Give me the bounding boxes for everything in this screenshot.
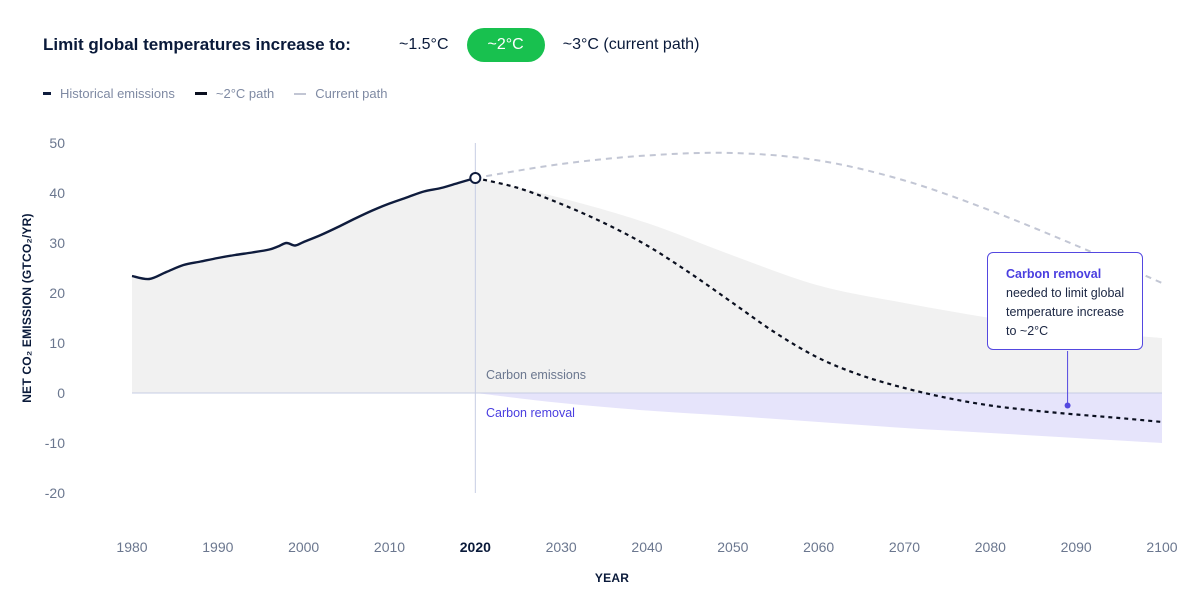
x-axis-ticks: 1980 1990 2000 2010 2020 2030 2040 2050 2060 2070… [116, 539, 1177, 555]
historical-emissions-line [131, 176, 476, 281]
x-tick-label: 2100 [1146, 539, 1177, 555]
x-tick-label: 2010 [374, 539, 405, 555]
callout-title: Carbon removal [1006, 267, 1102, 281]
y-tick-label: 0 [57, 385, 65, 401]
two-degree-path-line [475, 176, 1163, 424]
callout-anchor-dot [1064, 402, 1071, 409]
y-tick-label: 10 [49, 335, 65, 351]
temperature-selector: Limit global temperatures increase to: ~… [43, 27, 717, 63]
y-tick-label: 30 [49, 235, 65, 251]
y-axis-title: NET CO₂ EMISSION (GTCO₂/YR) [20, 213, 34, 402]
x-tick-label: 2050 [717, 539, 748, 555]
legend-label-historical: Historical emissions [60, 86, 175, 101]
reference-lines [132, 143, 1162, 493]
legend-swatch-2c [194, 92, 207, 95]
option-1-5c[interactable]: ~1.5°C [398, 36, 449, 53]
legend-swatch-historical [43, 92, 51, 95]
option-3c-current-path[interactable]: ~3°C (current path) [562, 36, 700, 53]
y-axis-ticks: 50 40 30 20 10 0 -10 -20 [45, 135, 65, 501]
x-axis-title: YEAR [595, 571, 629, 585]
legend-label-2c: ~2°C path [215, 86, 275, 101]
y-tick-label: 50 [49, 135, 65, 151]
chart-lines [131, 151, 1163, 424]
x-tick-label: 2000 [288, 539, 319, 555]
carbon-removal-callout: Carbon removal needed to limit global te… [987, 252, 1143, 350]
carbon-removal-label: Carbon removal [486, 406, 575, 420]
y-tick-label: -20 [45, 485, 65, 501]
x-tick-label: 2020 [460, 539, 491, 555]
option-2c[interactable]: ~2°C [466, 28, 545, 62]
legend-label-current: Current path [315, 86, 388, 101]
year-2020-point-marker [469, 172, 482, 184]
y-tick-label: -10 [45, 435, 65, 451]
x-tick-label: 2040 [631, 539, 662, 555]
legend-current-path: Current path [294, 86, 387, 101]
x-tick-label: 1990 [202, 539, 233, 555]
carbon-emissions-band [132, 176, 1162, 393]
callout-pointer [1064, 351, 1071, 409]
x-tick-label: 1980 [116, 539, 147, 555]
selector-title: Limit global temperatures increase to: [43, 35, 351, 54]
y-tick-label: 20 [49, 285, 65, 301]
carbon-emissions-label: Carbon emissions [486, 368, 586, 382]
legend-2c-path: ~2°C path [194, 86, 275, 101]
current-path-line [475, 151, 1163, 284]
x-tick-label: 2060 [803, 539, 834, 555]
legend-historical: Historical emissions [43, 86, 175, 101]
legend-swatch-current [294, 92, 307, 95]
x-tick-label: 2080 [975, 539, 1006, 555]
x-tick-label: 2090 [1061, 539, 1092, 555]
x-tick-label: 2070 [889, 539, 920, 555]
chart-legend: Historical emissions ~2°C path Current p… [43, 86, 407, 101]
y-tick-label: 40 [49, 185, 65, 201]
chart-labels: YEAR NET CO₂ EMISSION (GTCO₂/YR) Carbon … [20, 213, 629, 585]
x-tick-label: 2030 [546, 539, 577, 555]
callout-text: needed to limit global temperature incre… [1006, 286, 1125, 338]
carbon-removal-band [475, 393, 1162, 443]
